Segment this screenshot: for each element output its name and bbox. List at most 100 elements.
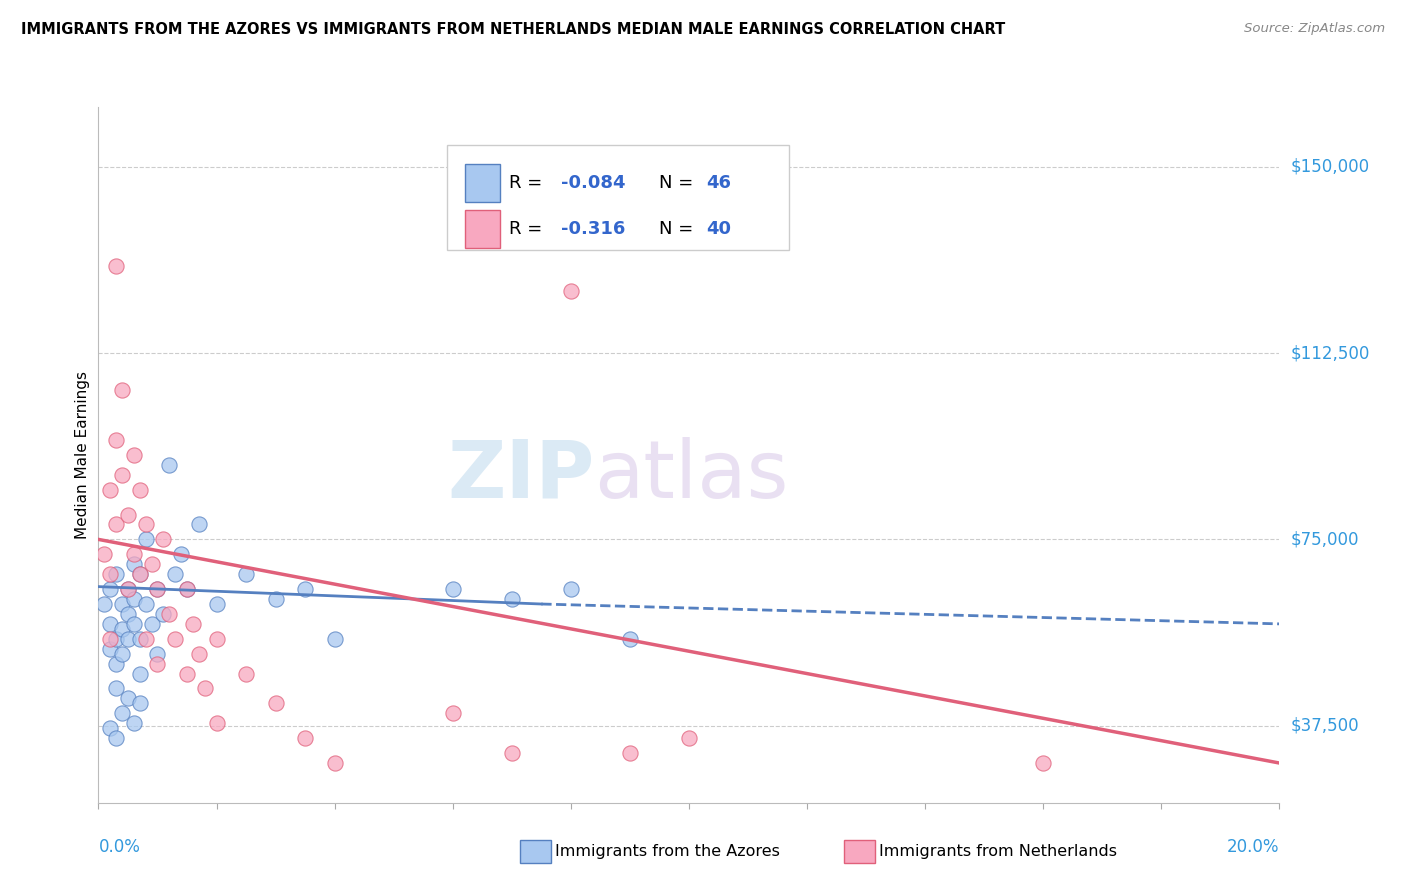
Point [264,592,287,607]
Point [157,607,180,621]
Text: 20.0%: 20.0% [1227,838,1279,855]
Point [146,647,169,661]
Point [187,517,209,532]
Text: atlas: atlas [595,437,789,515]
Point [128,483,150,497]
Text: 0.0%: 0.0% [98,838,141,855]
Point [111,467,134,482]
Point [98,567,121,582]
Point [194,681,217,696]
Text: $150,000: $150,000 [1291,158,1369,176]
Point [128,697,150,711]
Point [205,716,228,731]
Text: Immigrants from Netherlands: Immigrants from Netherlands [879,845,1116,859]
Text: N =: N = [659,219,693,237]
Point [176,582,198,596]
Point [117,632,139,646]
Point [122,716,145,731]
Point [135,533,157,547]
Text: $112,500: $112,500 [1291,344,1369,362]
Y-axis label: Median Male Earnings: Median Male Earnings [75,371,90,539]
Point [205,632,228,646]
Point [111,597,134,611]
Point [117,508,139,522]
Text: -0.084: -0.084 [561,174,626,192]
Point [619,746,641,760]
Point [152,607,174,621]
Text: IMMIGRANTS FROM THE AZORES VS IMMIGRANTS FROM NETHERLANDS MEDIAN MALE EARNINGS C: IMMIGRANTS FROM THE AZORES VS IMMIGRANTS… [21,22,1005,37]
Point [235,666,257,681]
Point [157,458,180,472]
Text: R =: R = [509,219,543,237]
Point [181,616,204,631]
Point [93,597,115,611]
Text: 46: 46 [707,174,731,192]
Point [152,533,174,547]
Point [93,547,115,561]
Point [294,582,316,596]
Point [135,597,157,611]
Point [176,582,198,596]
Point [98,483,121,497]
Point [170,547,193,561]
Text: R =: R = [509,174,543,192]
Text: N =: N = [659,174,693,192]
Point [111,647,134,661]
Point [441,706,464,721]
Point [105,681,128,696]
Point [135,632,157,646]
Point [105,517,128,532]
Point [122,547,145,561]
Text: $37,500: $37,500 [1291,717,1360,735]
Point [205,597,228,611]
Bar [464,164,501,202]
Point [122,592,145,607]
Point [264,697,287,711]
Point [165,632,187,646]
Point [141,558,163,572]
Point [117,582,139,596]
Point [111,622,134,636]
Point [105,433,128,447]
Point [501,592,523,607]
Text: -0.316: -0.316 [561,219,626,237]
Point [323,632,346,646]
Point [165,567,187,582]
Point [98,616,121,631]
Point [122,616,145,631]
Point [135,517,157,532]
Point [235,567,257,582]
Point [98,632,121,646]
Point [111,384,134,398]
Point [560,284,582,298]
Point [117,582,139,596]
Point [98,641,121,656]
Point [146,582,169,596]
Point [122,448,145,462]
Point [187,647,209,661]
Point [501,746,523,760]
Point [560,582,582,596]
Point [678,731,700,746]
Point [122,558,145,572]
Point [619,632,641,646]
Point [105,567,128,582]
Point [105,259,128,273]
Point [128,567,150,582]
Point [105,657,128,671]
Point [117,607,139,621]
Point [128,567,150,582]
Point [294,731,316,746]
Point [1032,756,1054,770]
Text: Source: ZipAtlas.com: Source: ZipAtlas.com [1244,22,1385,36]
Point [176,666,198,681]
Point [105,632,128,646]
Point [146,582,169,596]
Text: $75,000: $75,000 [1291,531,1360,549]
Text: Immigrants from the Azores: Immigrants from the Azores [555,845,780,859]
Point [128,632,150,646]
Point [98,582,121,596]
Point [128,666,150,681]
Bar [464,210,501,248]
Point [111,706,134,721]
